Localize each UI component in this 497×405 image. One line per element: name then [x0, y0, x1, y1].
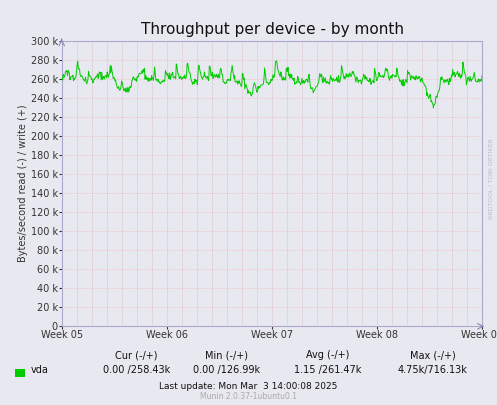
Text: Avg (-/+): Avg (-/+)	[306, 350, 350, 360]
Text: 1.15 /261.47k: 1.15 /261.47k	[294, 365, 362, 375]
Text: Last update: Mon Mar  3 14:00:08 2025: Last update: Mon Mar 3 14:00:08 2025	[160, 382, 337, 391]
Text: RRDTOOL / TOBI OETIKER: RRDTOOL / TOBI OETIKER	[489, 138, 494, 219]
Y-axis label: Bytes/second read (-) / write (+): Bytes/second read (-) / write (+)	[18, 104, 28, 262]
Text: 4.75k/716.13k: 4.75k/716.13k	[398, 365, 467, 375]
Text: 0.00 /126.99k: 0.00 /126.99k	[192, 365, 260, 375]
Text: 0.00 /258.43k: 0.00 /258.43k	[103, 365, 170, 375]
Text: Cur (-/+): Cur (-/+)	[115, 350, 158, 360]
Text: Min (-/+): Min (-/+)	[205, 350, 248, 360]
Title: Throughput per device - by month: Throughput per device - by month	[141, 21, 404, 36]
Text: Munin 2.0.37-1ubuntu0.1: Munin 2.0.37-1ubuntu0.1	[200, 392, 297, 401]
Text: vda: vda	[31, 365, 49, 375]
Text: Max (-/+): Max (-/+)	[410, 350, 455, 360]
